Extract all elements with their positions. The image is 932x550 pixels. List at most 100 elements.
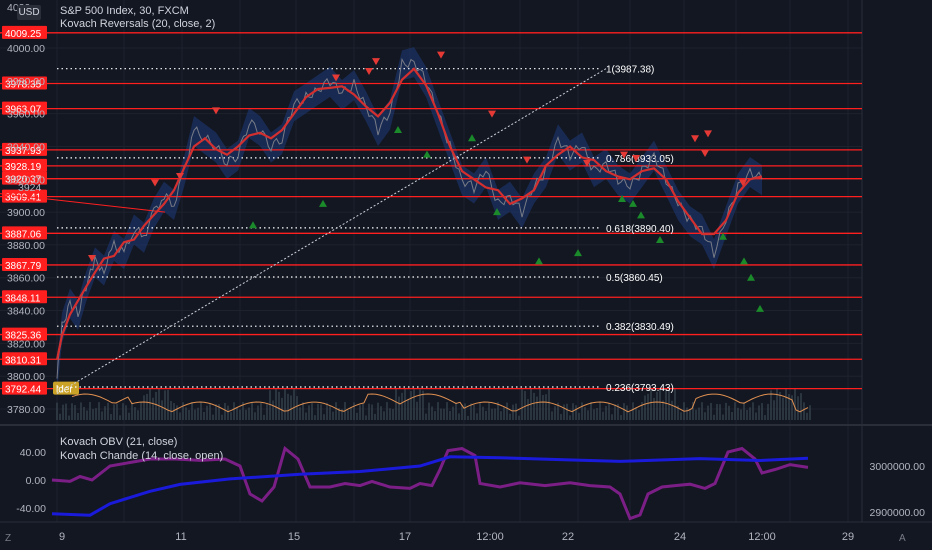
volume-bar	[293, 388, 295, 420]
volume-bar	[647, 393, 649, 420]
volume-bar	[704, 412, 706, 420]
volume-bar	[254, 412, 256, 420]
up-arrow	[618, 194, 626, 202]
volume-bar	[182, 402, 184, 420]
volume-bar	[404, 388, 406, 420]
volume-bar	[164, 390, 166, 420]
volume-bar	[323, 414, 325, 420]
volume-bar	[788, 394, 790, 420]
volume-bar	[116, 403, 118, 420]
level-label-bg	[2, 352, 47, 366]
volume-bar	[248, 407, 250, 420]
volume-bar	[143, 395, 145, 420]
volume-bar	[731, 411, 733, 420]
volume-bar	[347, 410, 349, 420]
volume-bar	[482, 406, 484, 420]
level-label: 3810.31	[5, 355, 42, 366]
up-arrow	[535, 257, 543, 265]
volume-bar	[443, 408, 445, 420]
volume-bars	[56, 388, 811, 420]
volume-bar	[92, 409, 94, 420]
level-label: 3887.06	[5, 229, 42, 240]
price-tick: 3800.00	[7, 371, 45, 383]
volume-bar	[86, 410, 88, 420]
down-arrow	[176, 172, 184, 180]
obv-line	[51, 455, 809, 517]
level-label-bg	[2, 290, 47, 304]
zoom-corner-button[interactable]: Z	[5, 533, 12, 544]
volume-bar	[104, 406, 106, 420]
volume-bar	[131, 402, 133, 420]
volume-bar	[218, 404, 220, 420]
volume-bar	[212, 414, 214, 420]
volume-bar	[191, 402, 193, 420]
volume-bar	[779, 391, 781, 420]
volume-bar	[692, 402, 694, 420]
volume-bar	[170, 401, 172, 420]
volume-bar	[332, 411, 334, 420]
time-tick: 24	[674, 531, 686, 543]
level-label-bg	[2, 171, 47, 185]
volume-bar	[512, 404, 514, 420]
volume-bar	[410, 391, 412, 420]
volume-bar	[515, 403, 517, 420]
volume-bar	[275, 388, 277, 420]
volume-bar	[353, 402, 355, 420]
volume-bar	[581, 402, 583, 420]
volume-bar	[584, 407, 586, 420]
volume-bar	[65, 403, 67, 420]
volume-bar	[101, 411, 103, 420]
volume-bar	[386, 402, 388, 420]
volume-bar	[671, 400, 673, 420]
volume-bar	[698, 407, 700, 420]
price-tick: 3920.00	[7, 174, 45, 186]
volume-bar	[476, 413, 478, 420]
volume-bar	[167, 389, 169, 420]
level-label: 3867.79	[5, 261, 42, 272]
indicator-label-reversals[interactable]: Kovach Reversals (20, close, 2)	[60, 18, 216, 30]
chande-tick: -40.00	[16, 503, 46, 515]
volume-bar	[284, 388, 286, 420]
volume-bar	[809, 405, 811, 420]
volume-bar	[524, 391, 526, 420]
volume-bar	[587, 410, 589, 420]
volume-bar	[374, 413, 376, 420]
volume-bar	[752, 402, 754, 420]
volume-bar	[80, 402, 82, 420]
down-arrow	[583, 159, 591, 167]
level-label-bg	[2, 226, 47, 240]
volume-bar	[665, 390, 667, 420]
down-arrow	[691, 135, 699, 143]
volume-bar	[497, 402, 499, 420]
down-arrow	[332, 74, 340, 82]
volume-bar	[632, 402, 634, 420]
price-tick: 3900.00	[7, 207, 45, 219]
volume-bar	[638, 410, 640, 420]
volume-bar	[563, 404, 565, 420]
auto-scale-button[interactable]: A	[899, 533, 906, 544]
volume-bar	[551, 411, 553, 420]
reversal-arrows	[88, 51, 764, 312]
volume-bar	[74, 405, 76, 420]
volume-bar	[767, 403, 769, 420]
indicator-label-chande[interactable]: Kovach Chande (14, close, open)	[60, 450, 224, 462]
level-label: 3963.07	[5, 105, 42, 116]
currency-button[interactable]: USD	[17, 5, 41, 20]
volume-bar	[800, 393, 802, 420]
fib-label: 0.786(3933.05)	[606, 154, 674, 165]
volume-bar	[710, 402, 712, 420]
short-red-line	[0, 193, 166, 213]
volume-bar	[653, 397, 655, 420]
volume-bar	[707, 405, 709, 420]
up-arrow	[756, 304, 764, 312]
volume-bar	[179, 412, 181, 420]
indicator-label-obv[interactable]: Kovach OBV (21, close)	[60, 436, 178, 448]
moving-average	[55, 67, 763, 361]
volume-bar	[764, 415, 766, 420]
overlay-tag: lder	[56, 385, 73, 396]
volume-bar	[773, 400, 775, 420]
volume-bar	[599, 402, 601, 420]
volume-bar	[722, 414, 724, 420]
volume-bar	[761, 403, 763, 420]
